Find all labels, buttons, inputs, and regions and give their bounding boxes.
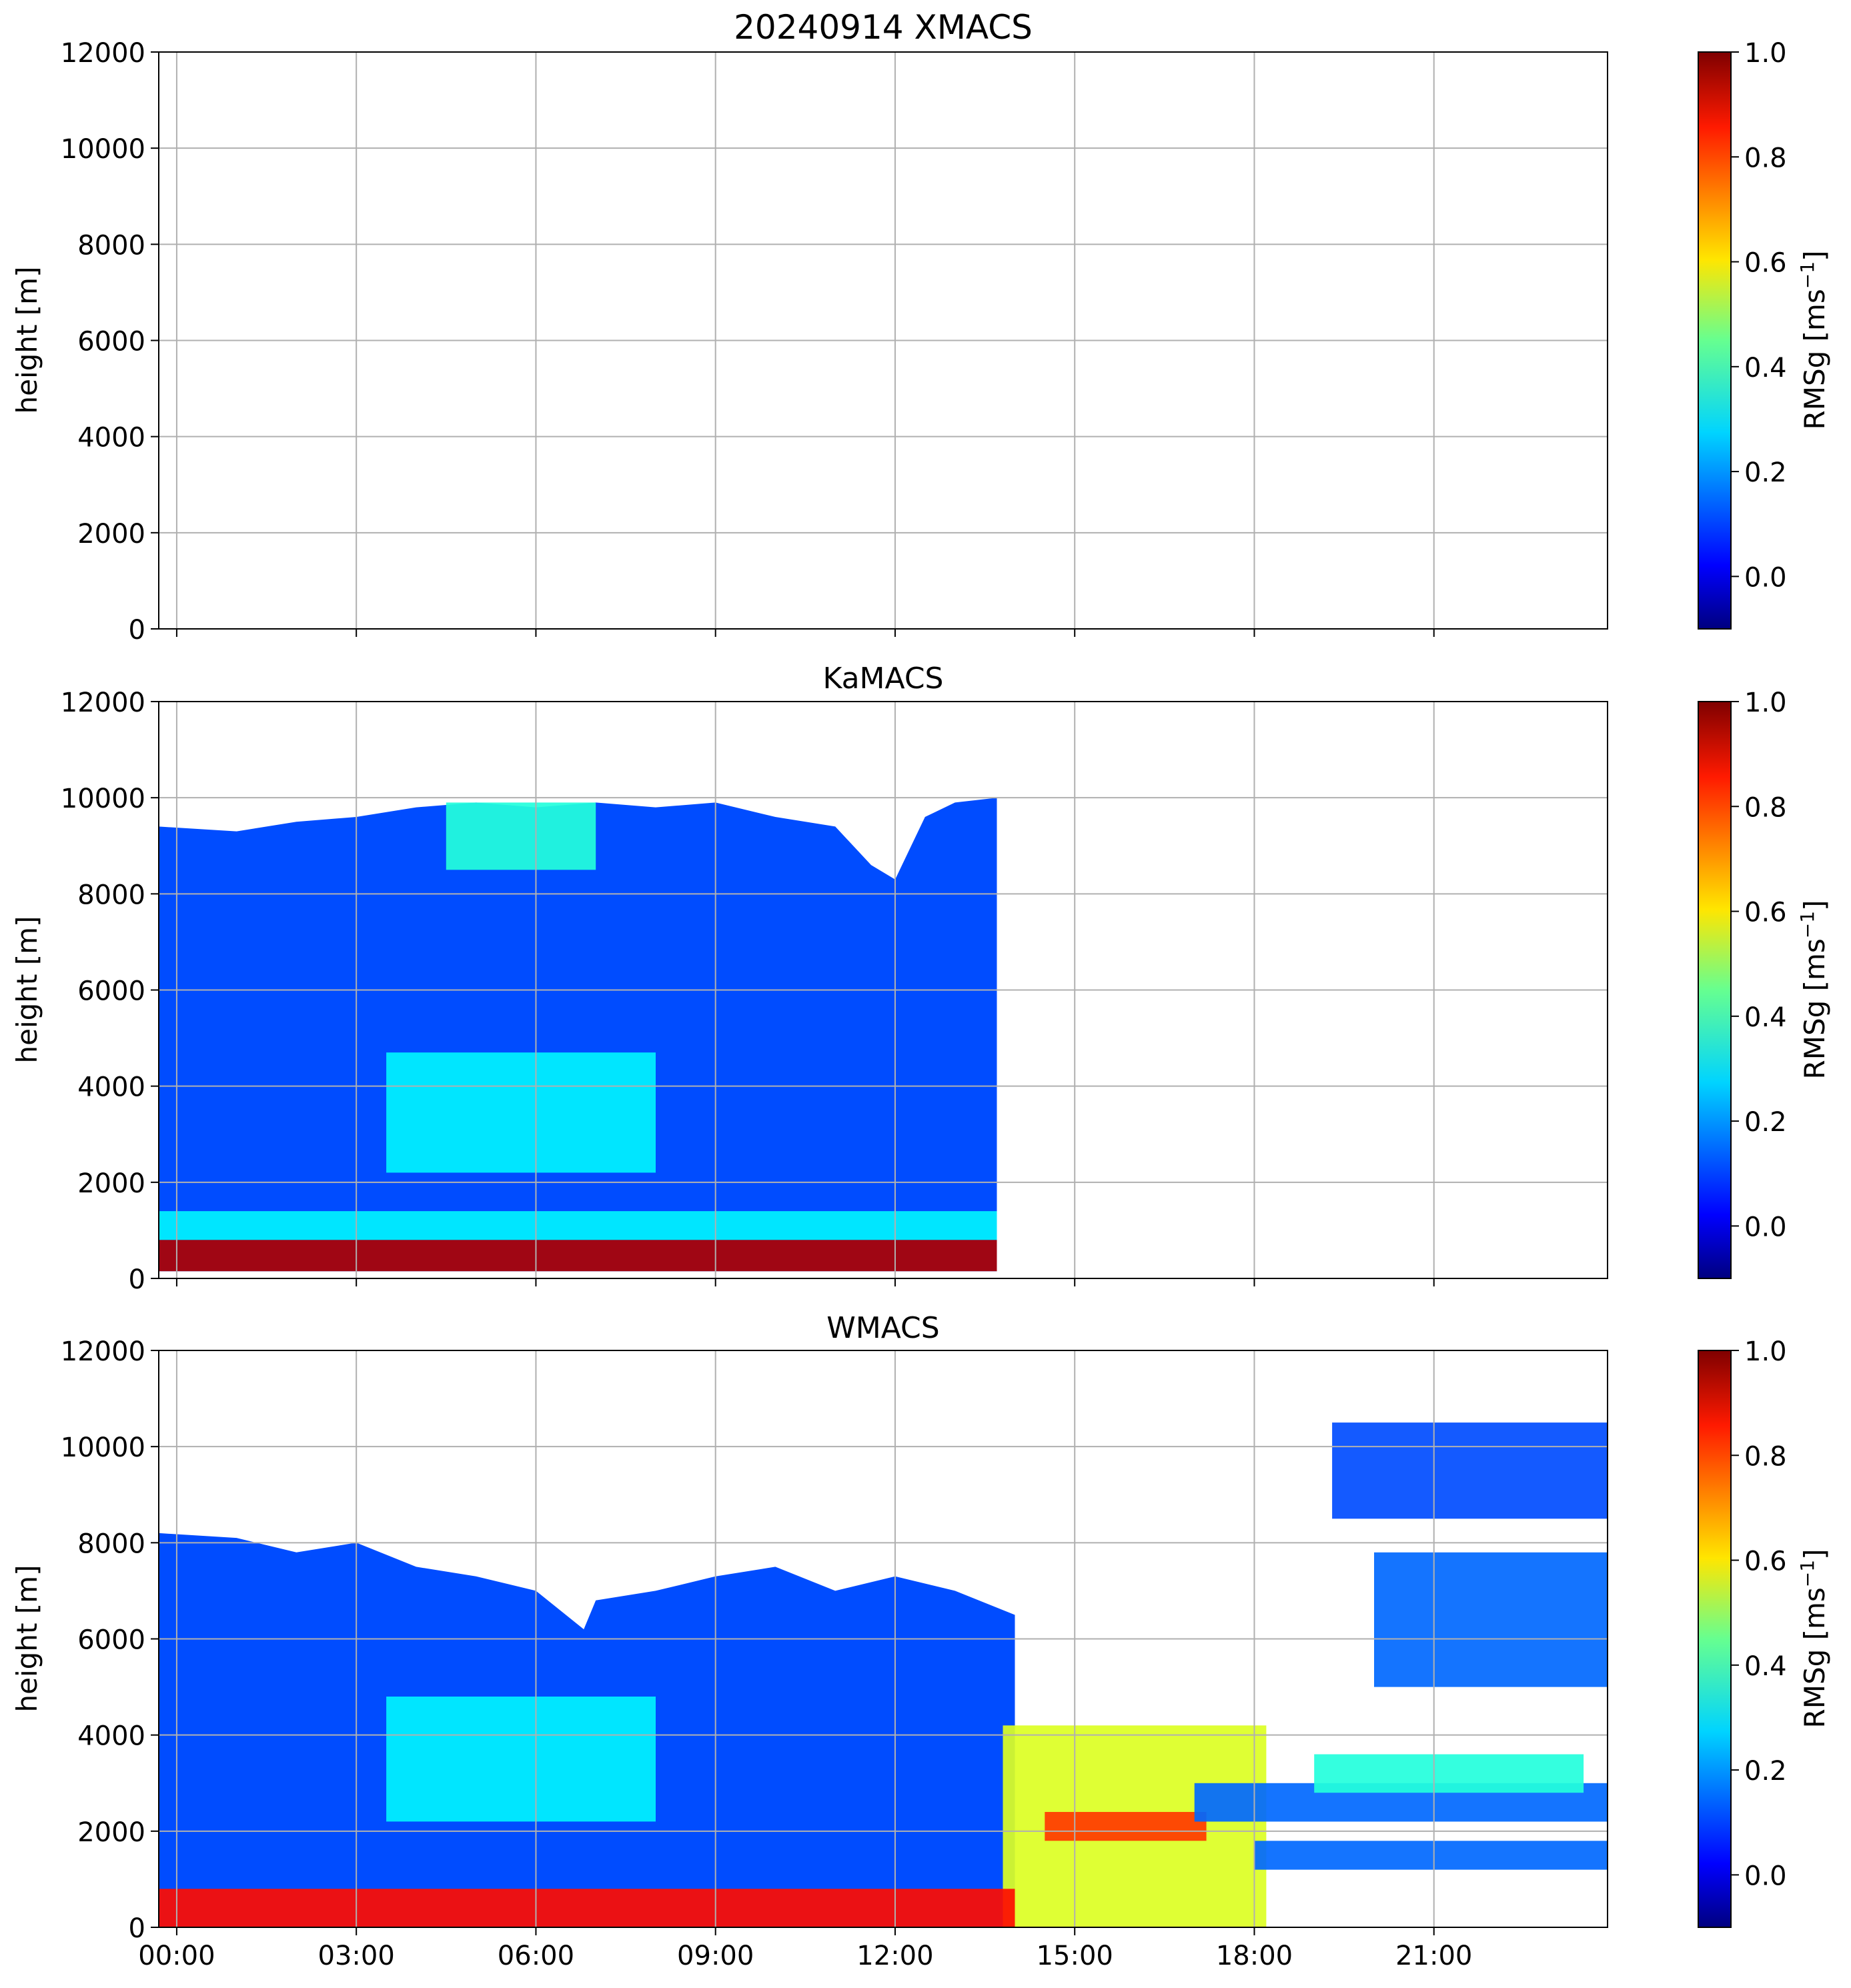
panel-wmacs-region-7: [1374, 1552, 1608, 1687]
panel-wmacs-x-tick-label: 00:00: [138, 1941, 215, 1971]
panel-xmacs-colorbar-tick-label: 0.8: [1744, 143, 1787, 173]
panel-kamacs-region-2: [446, 802, 596, 870]
panel-kamacs-colorbar-tick-label: 0.6: [1744, 898, 1787, 928]
panel-wmacs-colorbar-tick-label: 0.4: [1744, 1651, 1787, 1682]
panel-wmacs-colorbar-ticks: 0.0 0.2 0.4 0.6 0.8 1.0: [1731, 1336, 1787, 1891]
panel-wmacs-title: WMACS: [826, 1311, 939, 1345]
panel-xmacs-y-tick-label: 10000: [61, 134, 145, 165]
panel-kamacs-colorbar-label: RMSg [ms−1]: [1796, 900, 1831, 1080]
panel-wmacs-colorbar-tick-label: 0.6: [1744, 1547, 1787, 1577]
panel-wmacs-region-3: [1045, 1812, 1207, 1841]
panel-xmacs-y-tick-label: 2000: [77, 519, 145, 550]
panel-wmacs-y-tick-label: 10000: [61, 1432, 145, 1463]
panel-xmacs-x-ticks: [175, 629, 1435, 637]
panel-kamacs: KaMACS 0 2000 4000 6000 8000 10000 12000 heigh…: [11, 662, 1831, 1295]
panel-xmacs-y-tick-label: 6000: [77, 327, 145, 357]
panel-kamacs-colorbar-tick-label: 0.8: [1744, 792, 1787, 823]
panel-kamacs-y-tick-label: 12000: [61, 688, 145, 718]
panel-kamacs-colorbar-tick-label: 1.0: [1744, 688, 1787, 718]
panel-kamacs-colorbar: [1698, 701, 1732, 1279]
panel-wmacs-colorbar-tick-label: 0.8: [1744, 1441, 1787, 1472]
panel-wmacs-x-tick-label: 09:00: [677, 1941, 754, 1971]
panel-kamacs-colorbar-tick-label: 0.2: [1744, 1107, 1787, 1138]
panel-xmacs-colorbar-tick-label: 0.2: [1744, 457, 1787, 488]
panel-kamacs-heatmap: [159, 798, 997, 1272]
panel-wmacs-x-tick-label: 12:00: [856, 1941, 933, 1971]
panel-wmacs-x-tick-label: 15:00: [1037, 1941, 1113, 1971]
panel-wmacs-y-axis-label: height [m]: [11, 1565, 43, 1713]
panel-xmacs-y-tick-label: 12000: [61, 38, 145, 69]
panel-kamacs-x-ticks: [175, 1278, 1435, 1286]
panel-kamacs-y-tick-label: 10000: [61, 784, 145, 814]
panel-wmacs-y-tick-label: 2000: [77, 1817, 145, 1848]
panel-xmacs-colorbar-tick-label: 0.0: [1744, 562, 1787, 593]
panel-kamacs-colorbar-tick-label: 0.0: [1744, 1212, 1787, 1242]
panel-wmacs-x-tick-label: 18:00: [1216, 1941, 1293, 1971]
panel-xmacs-y-ticks: 0 2000 4000 6000 8000 10000 12000: [61, 38, 159, 646]
panel-wmacs-x-tick-label: 21:00: [1395, 1941, 1472, 1971]
panel-kamacs-y-ticks: 0 2000 4000 6000 8000 10000 12000: [61, 688, 159, 1295]
panel-wmacs-region-1: [386, 1697, 656, 1822]
panel-wmacs-x-tick-label: 06:00: [498, 1941, 574, 1971]
panel-xmacs-y-axis-label: height [m]: [11, 267, 43, 414]
panel-kamacs-region-4: [159, 1240, 997, 1272]
panel-xmacs-grid: [159, 51, 1608, 630]
panel-xmacs-y-tick-label: 8000: [77, 230, 145, 261]
panel-xmacs-colorbar-label: RMSg [ms−1]: [1796, 251, 1831, 430]
panel-wmacs-y-ticks: 0 2000 4000 6000 8000 10000 12000: [61, 1336, 159, 1944]
panel-kamacs-y-tick-label: 0: [129, 1264, 145, 1295]
panel-xmacs-colorbar-tick-label: 1.0: [1744, 38, 1787, 69]
panel-wmacs-colorbar-label: RMSg [ms−1]: [1796, 1549, 1831, 1729]
panel-kamacs-y-tick-label: 2000: [77, 1168, 145, 1199]
panel-xmacs-colorbar-ticks: 0.0 0.2 0.4 0.6 0.8 1.0: [1731, 38, 1787, 593]
panel-wmacs-region-8: [1332, 1422, 1608, 1519]
panel-wmacs-x-ticks: 00:00 03:00 06:00 09:00 12:00 15:00 18:00 21:00: [138, 1927, 1472, 1971]
figure-title: 20240914 XMACS: [734, 8, 1033, 47]
panel-kamacs-colorbar-ticks: 0.0 0.2 0.4 0.6 0.8 1.0: [1731, 688, 1787, 1242]
panel-wmacs-colorbar-tick-label: 0.0: [1744, 1861, 1787, 1891]
panel-wmacs-y-tick-label: 0: [129, 1913, 145, 1944]
panel-kamacs-y-tick-label: 4000: [77, 1072, 145, 1103]
panel-wmacs-x-tick-label: 03:00: [318, 1941, 395, 1971]
panel-wmacs-heatmap: [159, 1422, 1608, 1927]
panel-xmacs-colorbar: [1698, 51, 1732, 630]
panel-kamacs-title: KaMACS: [823, 662, 944, 696]
panel-wmacs-y-tick-label: 4000: [77, 1721, 145, 1752]
panel-kamacs-y-tick-label: 6000: [77, 976, 145, 1007]
panel-kamacs-colorbar-tick-label: 0.4: [1744, 1002, 1787, 1033]
panel-wmacs-colorbar-tick-label: 0.2: [1744, 1756, 1787, 1787]
panel-xmacs-y-tick-label: 0: [129, 615, 145, 646]
panel-wmacs-colorbar: [1698, 1350, 1732, 1928]
panel-xmacs: 0 2000 4000 6000 8000 10000 12000 height [m] 0…: [11, 38, 1831, 646]
panel-wmacs-y-tick-label: 12000: [61, 1336, 145, 1367]
panel-wmacs-region-5: [1314, 1754, 1584, 1793]
panel-xmacs-colorbar-tick-label: 0.4: [1744, 353, 1787, 383]
panel-kamacs-region-1: [386, 1052, 656, 1173]
panel-wmacs-colorbar-tick-label: 1.0: [1744, 1336, 1787, 1367]
panel-xmacs-colorbar-tick-label: 0.6: [1744, 248, 1787, 279]
panel-kamacs-y-axis-label: height [m]: [11, 916, 43, 1064]
panel-wmacs-y-tick-label: 8000: [77, 1529, 145, 1559]
panel-xmacs-y-tick-label: 4000: [77, 423, 145, 453]
panel-wmacs-y-tick-label: 6000: [77, 1625, 145, 1656]
panel-kamacs-y-tick-label: 8000: [77, 880, 145, 910]
panel-wmacs-region-9: [159, 1889, 1015, 1927]
panel-kamacs-region-3: [159, 1211, 997, 1240]
panel-wmacs-region-6: [1254, 1841, 1608, 1870]
panel-kamacs-region-0: [159, 798, 997, 1272]
